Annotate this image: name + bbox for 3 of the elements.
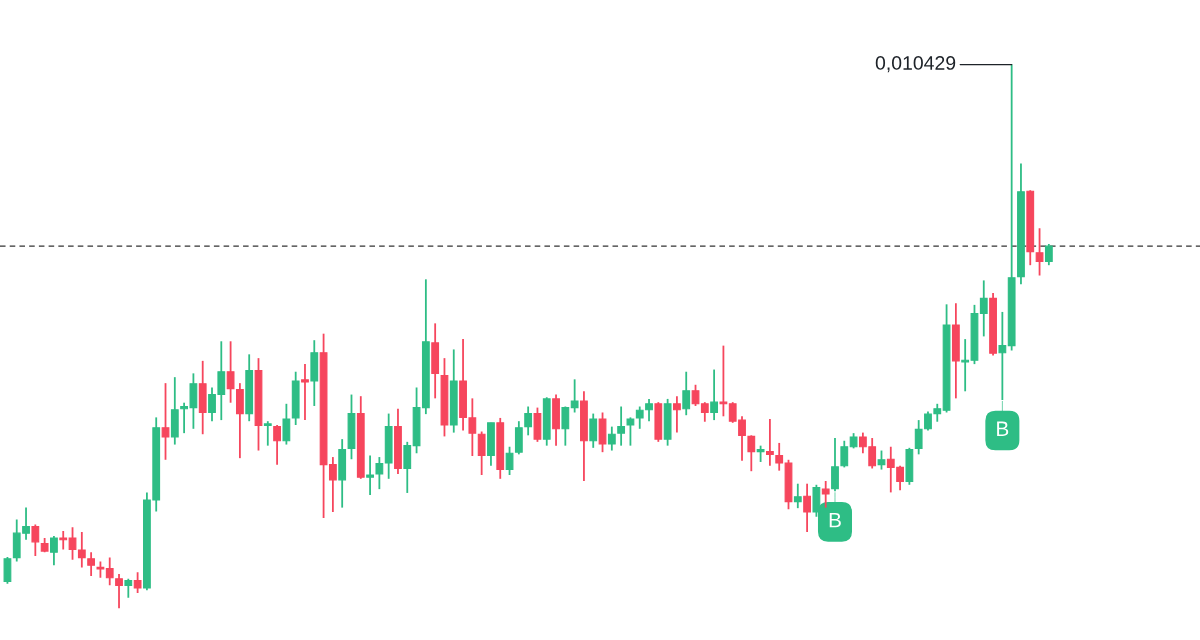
- annotation: 0,010429: [875, 56, 956, 73]
- annotation: B: [997, 421, 1009, 436]
- annotation: B: [829, 512, 841, 528]
